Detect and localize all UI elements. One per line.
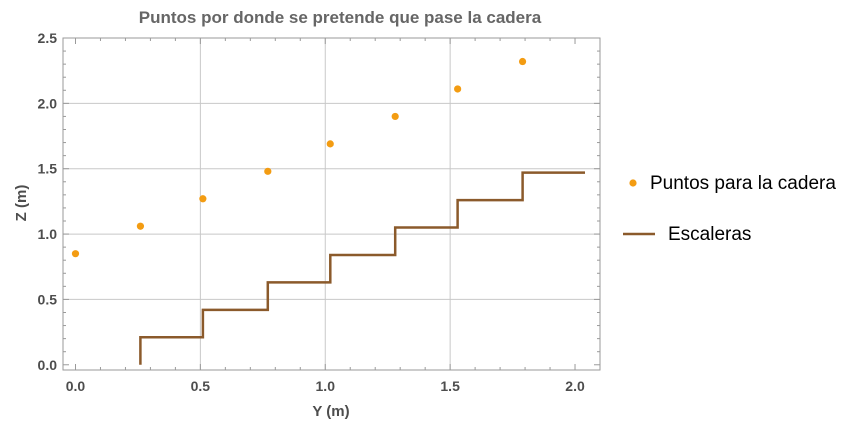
x-tick-label: 0.5 — [191, 378, 211, 394]
data-point-2 — [199, 195, 207, 203]
data-point-4 — [326, 140, 334, 148]
data-point-5 — [391, 112, 399, 121]
legend: Puntos para la cadera Escaleras — [623, 173, 836, 245]
x-tick-label: 1.5 — [440, 378, 460, 394]
y-tick-label: 0.5 — [38, 291, 58, 307]
data-point-7 — [518, 57, 527, 66]
axis-ticks: 0.0 0.5 1.0 1.5 2.0 0.0 0.5 1.0 1.5 2.0 2.5 — [38, 30, 600, 394]
y-tick-label: 1.5 — [38, 161, 58, 177]
y-tick-label: 1.0 — [38, 226, 58, 242]
data-point-1 — [136, 222, 145, 230]
legend-label: Puntos para la cadera — [650, 173, 836, 194]
y-tick-label: 2.0 — [38, 95, 58, 111]
legend-label: Escaleras — [668, 224, 751, 245]
x-tick-label: 2.0 — [565, 378, 585, 394]
plot-frame — [62, 37, 601, 371]
chart-title: Puntos por donde se pretende que pase la… — [139, 8, 542, 27]
plot-border — [62, 37, 601, 371]
x-axis-label: Y (m) — [312, 403, 349, 420]
x-tick-label: 0.0 — [66, 378, 86, 394]
series-layer — [71, 57, 585, 365]
y-tick-label: 2.5 — [38, 30, 58, 46]
data-point-3 — [264, 167, 272, 175]
y-axis-label: Z (m) — [13, 185, 30, 222]
legend-swatch-dot — [629, 179, 637, 187]
data-point-0 — [71, 250, 80, 258]
series-line-escaleras — [139, 171, 585, 365]
grid-lines — [63, 38, 600, 370]
y-tick-label: 0.0 — [38, 357, 58, 373]
data-point-6 — [454, 85, 462, 93]
x-tick-label: 1.0 — [316, 378, 336, 394]
